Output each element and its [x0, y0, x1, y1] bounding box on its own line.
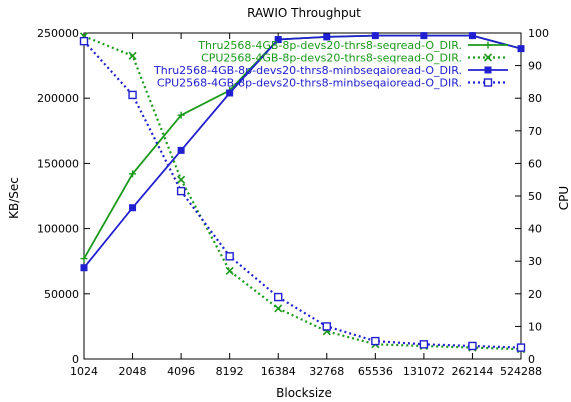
- x-axis-label: Blocksize: [276, 386, 332, 400]
- data-point: [517, 45, 525, 53]
- legend-item: CPU2568-4GB-8p-devs20-thrs8-minbseqaiore…: [157, 77, 508, 90]
- data-point: [274, 304, 283, 313]
- data-point: [177, 146, 185, 154]
- y-tick-label: 250000: [37, 27, 79, 40]
- y2-tick-label: 30: [528, 255, 542, 268]
- y-tick-label: 50000: [44, 288, 79, 301]
- y2-tick-label: 60: [528, 157, 542, 170]
- x-tick-label: 131072: [403, 365, 445, 378]
- y2-tick-label: 90: [528, 60, 542, 73]
- x-tick-label: 8192: [216, 365, 244, 378]
- series-line: [83, 35, 522, 351]
- data-point: [177, 111, 185, 119]
- legend-marker: [484, 41, 492, 49]
- data-point: [226, 89, 234, 97]
- x-tick-label: 4096: [167, 365, 195, 378]
- left-axis-ticks: 0 50000 100000 150000 200000 250000: [37, 27, 90, 366]
- legend-marker: [483, 53, 493, 62]
- y2-tick-label: 100: [528, 27, 549, 40]
- data-point: [128, 90, 137, 100]
- legend-item: Thru2568-4GB-8p-devs20-thrs8-minbseqaior…: [153, 64, 508, 77]
- data-point: [322, 322, 331, 331]
- data-point: [225, 266, 234, 276]
- y2-tick-label: 0: [528, 353, 535, 366]
- legend: Thru2568-4GB-8p-devs20-thrs8-seqread-O_D…: [153, 39, 508, 90]
- y-tick-label: 100000: [37, 223, 79, 236]
- data-point: [468, 341, 477, 351]
- data-point: [371, 32, 379, 40]
- series-line: [83, 40, 522, 349]
- x-tick-label: 16384: [261, 365, 296, 378]
- y-axis-label: KB/Sec: [7, 177, 21, 219]
- data-point: [371, 336, 380, 346]
- y-tick-label: 150000: [37, 157, 79, 170]
- data-point: [128, 51, 137, 60]
- data-point: [176, 186, 186, 196]
- data-point: [129, 170, 137, 178]
- chart-title: RAWIO Throughput: [247, 6, 361, 20]
- data-point: [80, 264, 88, 272]
- legend-item: CPU2568-4GB-8p-devs20-thrs8-seqread-O_DI…: [201, 52, 508, 65]
- series-layer: [79, 32, 526, 354]
- x-tick-label: 524288: [500, 365, 542, 378]
- data-point: [419, 340, 429, 349]
- y2-tick-label: 40: [528, 223, 542, 236]
- x-tick-label: 2048: [119, 365, 147, 378]
- data-point: [80, 255, 88, 263]
- right-axis-ticks: 0 10 20 30 40 50 60 70 80 90 100: [515, 27, 549, 366]
- data-point: [177, 175, 186, 184]
- data-point: [468, 32, 476, 40]
- y2-tick-label: 20: [528, 288, 542, 301]
- y2-tick-label: 10: [528, 320, 542, 333]
- data-point: [225, 252, 234, 261]
- series-line: [83, 34, 522, 269]
- x-tick-label: 262144: [451, 365, 493, 378]
- data-point: [420, 32, 428, 40]
- y2-axis-label: CPU: [557, 186, 571, 210]
- data-point: [129, 204, 137, 212]
- x-tick-label: 65536: [358, 365, 393, 378]
- legend-label: CPU2568-4GB-8p-devs20-thrs8-seqread-O_DI…: [201, 52, 462, 65]
- data-point: [516, 343, 526, 352]
- series-4: [79, 36, 526, 352]
- y2-tick-label: 50: [528, 190, 542, 203]
- data-point: [274, 36, 282, 44]
- data-point: [274, 292, 283, 302]
- x-tick-label: 1024: [70, 365, 98, 378]
- series-3: [80, 32, 525, 272]
- legend-label: CPU2568-4GB-8p-devs20-thrs8-minbseqaiore…: [157, 77, 462, 90]
- y-tick-label: 0: [72, 353, 79, 366]
- legend-label: Thru2568-4GB-8p-devs20-thrs8-seqread-O_D…: [197, 39, 462, 52]
- legend-label: Thru2568-4GB-8p-devs20-thrs8-minbseqaior…: [153, 64, 462, 77]
- y2-tick-label: 80: [528, 92, 542, 105]
- y-tick-label: 200000: [37, 92, 79, 105]
- data-point: [323, 33, 331, 41]
- legend-marker: [484, 66, 492, 74]
- data-point: [79, 36, 89, 46]
- x-tick-label: 32768: [309, 365, 344, 378]
- y2-tick-label: 70: [528, 125, 542, 138]
- bottom-axis-ticks: 1024 2048 4096 8192 16384 32768 65536 131072 262…: [70, 33, 542, 378]
- legend-marker: [483, 78, 493, 87]
- legend-item: Thru2568-4GB-8p-devs20-thrs8-seqread-O_D…: [197, 39, 508, 52]
